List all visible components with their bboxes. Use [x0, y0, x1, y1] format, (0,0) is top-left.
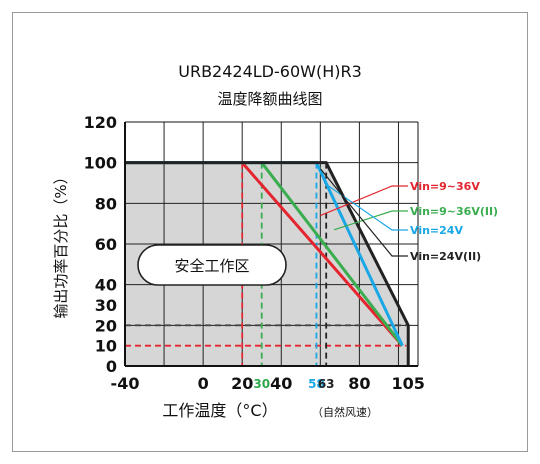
- safe-zone-label: 安全工作区: [174, 257, 249, 275]
- x-tick-label: -40: [111, 374, 140, 393]
- chart-subtitle: 温度降额曲线图: [217, 90, 322, 108]
- x-axis-label: 工作温度（°C）: [162, 401, 277, 420]
- series-lines: [125, 161, 410, 366]
- y-tick-label: 10: [95, 337, 117, 356]
- legend-leader-vin-9-36v-ii: [333, 210, 408, 231]
- legend-leader-vin-24v: [323, 182, 408, 231]
- y-tick-label: 100: [84, 154, 117, 173]
- y-tick-label: 120: [84, 113, 117, 132]
- y-tick-label: 80: [95, 194, 117, 213]
- x-tick-label: 0: [198, 374, 209, 393]
- legend-leader-vin-24v-ii: [319, 168, 408, 257]
- safe-zone-pill: [137, 244, 287, 286]
- x-marker-tick-label: 58: [308, 377, 325, 391]
- legend: Vin=9~36V Vin=9~36V(II) Vin=24V Vin=24V(II): [319, 168, 498, 263]
- chart-title: URB2424LD-60W(H)R3: [178, 62, 362, 81]
- x-marker-tick-label: 30: [253, 377, 270, 391]
- x-tick-label: 105: [392, 374, 425, 393]
- x-marker-tick-label: 63: [318, 377, 335, 391]
- y-axis-label: 输出功率百分比（%）: [52, 169, 70, 318]
- x-axis-note: （自然风速）: [312, 405, 378, 419]
- x-tick-label: 80: [348, 374, 370, 393]
- x-tick-label: 20: [231, 374, 253, 393]
- legend-label-vin-24v-ii: Vin=24V(II): [410, 250, 481, 263]
- legend-label-vin-24v: Vin=24V: [410, 224, 463, 237]
- legend-leader-vin-9-36v: [320, 185, 408, 217]
- y-tick-label: 20: [95, 316, 117, 335]
- y-tick-label: 30: [95, 296, 117, 315]
- y-tick-label: 0: [106, 357, 117, 376]
- x-tick-label: 40: [270, 374, 292, 393]
- axes: [124, 121, 419, 367]
- series-line-vin-24v-ii: [125, 161, 410, 366]
- safe-zone-badge: 安全工作区: [137, 244, 287, 286]
- legend-label-vin-9-36v-ii: Vin=9~36V(II): [410, 205, 498, 218]
- y-tick-label: 60: [95, 235, 117, 254]
- y-tick-label: 40: [95, 276, 117, 295]
- legend-label-vin-9-36v: Vin=9~36V: [410, 180, 480, 193]
